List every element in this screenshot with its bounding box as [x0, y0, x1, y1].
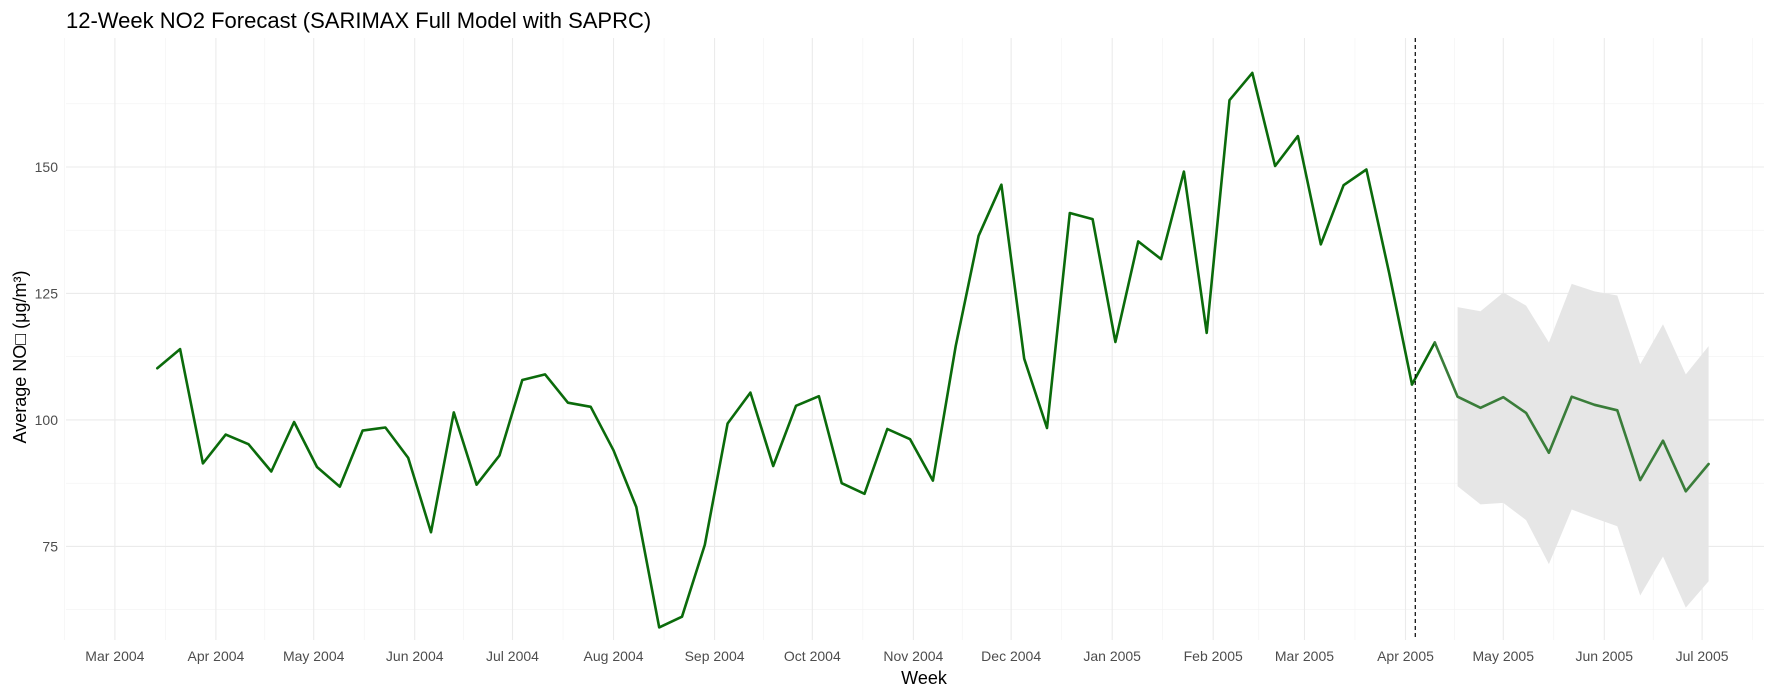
forecast-interval-band [1457, 283, 1709, 608]
x-tick-label: Dec 2004 [981, 648, 1041, 664]
x-tick-label: Nov 2004 [883, 648, 943, 664]
x-tick-label: Jun 2005 [1575, 648, 1633, 664]
y-axis-ticks: 75 100 125 150 [35, 159, 59, 554]
forecast-interval-group [1457, 283, 1709, 608]
x-tick-label: Feb 2005 [1184, 648, 1243, 664]
x-tick-label: May 2005 [1473, 648, 1535, 664]
x-tick-label: Jan 2005 [1083, 648, 1141, 664]
x-axis-title: Week [901, 668, 948, 688]
series-line-0 [156, 71, 1414, 629]
x-tick-label: Sep 2004 [685, 648, 745, 664]
x-tick-label: Apr 2004 [188, 648, 245, 664]
x-tick-label: Apr 2005 [1377, 648, 1434, 664]
y-tick-label: 75 [42, 538, 58, 554]
x-tick-label: May 2004 [283, 648, 345, 664]
x-tick-label: Jul 2005 [1676, 648, 1729, 664]
series-line-2 [1433, 341, 1710, 493]
x-tick-label: Aug 2004 [584, 648, 644, 664]
y-tick-label: 150 [35, 159, 59, 175]
y-tick-label: 100 [35, 412, 59, 428]
x-tick-label: Jun 2004 [386, 648, 444, 664]
x-tick-label: Jul 2004 [486, 648, 539, 664]
y-tick-label: 125 [35, 285, 59, 301]
y-axis-title: Average NO□ (μg/m³) [10, 271, 30, 444]
x-tick-label: Mar 2004 [85, 648, 144, 664]
x-axis-ticks: Mar 2004 Apr 2004 May 2004 Jun 2004 Jul 2004… [85, 648, 1728, 664]
x-tick-label: Mar 2005 [1275, 648, 1334, 664]
x-tick-label: Oct 2004 [784, 648, 841, 664]
chart-title: 12-Week NO2 Forecast (SARIMAX Full Model… [66, 8, 651, 33]
